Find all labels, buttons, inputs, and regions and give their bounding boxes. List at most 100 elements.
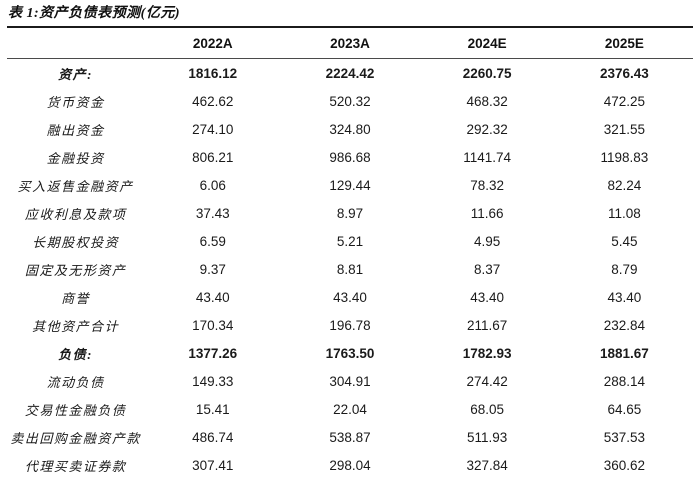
cell-value: 232.84 xyxy=(603,317,646,333)
row-label: 货币资金 xyxy=(46,94,105,110)
table-row: 应收利息及款项 37.43 8.97 11.66 11.08 xyxy=(7,199,693,227)
cell-value: 986.68 xyxy=(329,149,371,165)
cell-value: 538.87 xyxy=(329,429,371,445)
cell-value: 806.21 xyxy=(192,149,234,165)
row-label: 流动负债 xyxy=(46,374,105,390)
cell-value: 129.44 xyxy=(329,177,371,193)
cell-value: 1881.67 xyxy=(599,345,649,361)
cell-value: 360.62 xyxy=(603,457,646,473)
cell-value: 43.40 xyxy=(470,289,505,305)
row-label: 融出资金 xyxy=(46,122,105,138)
cell-value: 68.05 xyxy=(470,401,505,417)
table-row: 负债: 1377.26 1763.50 1782.93 1881.67 xyxy=(7,339,693,367)
balance-sheet-forecast-table: 2022A 2023A 2024E 2025E 资产: 1816.12 2224.42 22… xyxy=(7,28,693,479)
cell-value: 15.41 xyxy=(195,401,230,417)
cell-value: 43.40 xyxy=(195,289,230,305)
cell-value: 1377.26 xyxy=(188,345,238,361)
year-column-header: 2025E xyxy=(555,28,693,59)
cell-value: 9.37 xyxy=(199,261,226,277)
row-label: 应收利息及款项 xyxy=(24,206,127,222)
label-column-header xyxy=(7,28,145,59)
table-row: 固定及无形资产 9.37 8.81 8.37 8.79 xyxy=(7,255,693,283)
cell-value: 6.06 xyxy=(199,177,226,193)
cell-value: 196.78 xyxy=(329,317,371,333)
cell-value: 2376.43 xyxy=(599,65,649,81)
cell-value: 170.34 xyxy=(192,317,234,333)
cell-value: 327.84 xyxy=(466,457,508,473)
year-column-header: 2023A xyxy=(281,28,419,59)
cell-value: 5.45 xyxy=(611,233,638,249)
cell-value: 1782.93 xyxy=(462,345,512,361)
row-label: 代理买卖证券款 xyxy=(24,458,127,474)
cell-value: 274.10 xyxy=(192,121,234,137)
cell-value: 5.21 xyxy=(336,233,364,249)
table-row: 资产: 1816.12 2224.42 2260.75 2376.43 xyxy=(7,59,693,88)
row-label: 负债: xyxy=(58,346,94,362)
cell-value: 149.33 xyxy=(192,373,234,389)
cell-value: 8.79 xyxy=(611,261,638,277)
table-row: 金融投资 806.21 986.68 1141.74 1198.83 xyxy=(7,143,693,171)
row-label: 交易性金融负债 xyxy=(24,402,127,418)
cell-value: 43.40 xyxy=(333,289,367,305)
cell-value: 298.04 xyxy=(329,457,371,473)
cell-value: 37.43 xyxy=(195,205,230,221)
cell-value: 520.32 xyxy=(329,93,371,109)
cell-value: 288.14 xyxy=(603,373,646,389)
table-row: 长期股权投资 6.59 5.21 4.95 5.45 xyxy=(7,227,693,255)
row-label: 资产: xyxy=(58,66,94,82)
cell-value: 2260.75 xyxy=(462,65,512,81)
cell-value: 11.66 xyxy=(470,205,504,221)
cell-value: 64.65 xyxy=(607,401,642,417)
cell-value: 462.62 xyxy=(192,93,234,109)
row-label: 买入返售金融资产 xyxy=(17,178,134,194)
cell-value: 307.41 xyxy=(192,457,234,473)
cell-value: 511.93 xyxy=(467,429,508,445)
cell-value: 486.74 xyxy=(192,429,234,445)
table-title: 表 1:资产负债表预测(亿元) xyxy=(7,0,693,28)
cell-value: 4.95 xyxy=(474,233,501,249)
year-column-header: 2022A xyxy=(144,28,282,59)
row-label: 固定及无形资产 xyxy=(24,262,127,278)
table-row: 流动负债 149.33 304.91 274.42 288.14 xyxy=(7,367,693,395)
cell-value: 8.81 xyxy=(336,261,364,277)
cell-value: 1816.12 xyxy=(188,65,238,81)
cell-value: 468.32 xyxy=(466,93,508,109)
row-label: 其他资产合计 xyxy=(32,318,120,334)
cell-value: 1198.83 xyxy=(600,149,649,165)
cell-value: 82.24 xyxy=(607,177,642,193)
table-row: 商誉 43.40 43.40 43.40 43.40 xyxy=(7,283,693,311)
cell-value: 43.40 xyxy=(607,289,642,305)
cell-value: 1763.50 xyxy=(325,345,375,361)
header-row: 2022A 2023A 2024E 2025E xyxy=(7,28,693,59)
row-label: 金融投资 xyxy=(46,150,105,166)
table-row: 卖出回购金融资产款 486.74 538.87 511.93 537.53 xyxy=(7,423,693,451)
table-body: 资产: 1816.12 2224.42 2260.75 2376.43 货币资金 462.6… xyxy=(7,59,693,479)
table-row: 货币资金 462.62 520.32 468.32 472.25 xyxy=(7,87,693,115)
row-label: 商誉 xyxy=(61,290,91,306)
table-row: 交易性金融负债 15.41 22.04 68.05 64.65 xyxy=(7,395,693,423)
cell-value: 274.42 xyxy=(466,373,508,389)
cell-value: 11.08 xyxy=(607,205,641,221)
cell-value: 78.32 xyxy=(470,177,505,193)
year-column-header: 2024E xyxy=(418,28,556,59)
row-label: 卖出回购金融资产款 xyxy=(10,430,141,446)
table-row: 其他资产合计 170.34 196.78 211.67 232.84 xyxy=(7,311,693,339)
cell-value: 537.53 xyxy=(603,429,646,445)
cell-value: 1141.74 xyxy=(463,149,512,165)
cell-value: 321.55 xyxy=(603,121,646,137)
cell-value: 292.32 xyxy=(466,121,508,137)
cell-value: 22.04 xyxy=(333,401,367,417)
row-label: 长期股权投资 xyxy=(32,234,120,250)
table-row: 代理买卖证券款 307.41 298.04 327.84 360.62 xyxy=(7,451,693,479)
cell-value: 324.80 xyxy=(329,121,371,137)
cell-value: 6.59 xyxy=(199,233,226,249)
cell-value: 2224.42 xyxy=(325,65,375,81)
cell-value: 211.67 xyxy=(467,317,508,333)
table-row: 买入返售金融资产 6.06 129.44 78.32 82.24 xyxy=(7,171,693,199)
cell-value: 8.97 xyxy=(336,205,364,221)
cell-value: 472.25 xyxy=(603,93,646,109)
table-row: 融出资金 274.10 324.80 292.32 321.55 xyxy=(7,115,693,143)
cell-value: 304.91 xyxy=(329,373,371,389)
cell-value: 8.37 xyxy=(474,261,501,277)
